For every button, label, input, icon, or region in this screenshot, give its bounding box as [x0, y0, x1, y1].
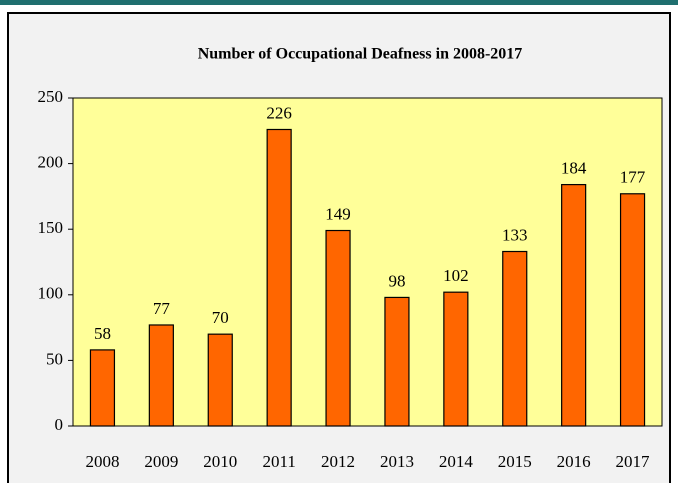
y-tick-label: 250 [38, 87, 64, 106]
bar [443, 291, 469, 427]
value-label: 184 [561, 158, 587, 177]
value-label: 133 [502, 225, 528, 244]
top-band [0, 0, 678, 5]
value-label: 77 [153, 299, 171, 318]
y-tick-label: 100 [38, 284, 64, 303]
bar [89, 349, 116, 427]
bar [502, 250, 528, 427]
value-label: 58 [94, 324, 111, 343]
bar [148, 324, 174, 427]
x-tick-label: 2014 [439, 452, 474, 471]
value-label: 102 [443, 266, 469, 285]
x-tick-label: 2010 [203, 452, 237, 471]
bar [619, 193, 646, 427]
x-tick-label: 2008 [85, 452, 119, 471]
x-tick-label: 2011 [262, 452, 295, 471]
x-tick-label: 2016 [557, 452, 591, 471]
value-label: 226 [266, 103, 292, 122]
y-tick-label: 150 [38, 218, 64, 237]
value-label: 70 [212, 308, 229, 327]
value-label: 177 [620, 168, 646, 187]
bar [384, 296, 410, 427]
y-tick-label: 0 [55, 415, 64, 434]
bar [325, 229, 351, 427]
x-tick-label: 2015 [498, 452, 532, 471]
chart-title: Number of Occupational Deafness in 2008-… [198, 46, 523, 63]
x-tick-label: 2017 [616, 452, 651, 471]
value-label: 149 [325, 204, 351, 223]
y-tick-label: 50 [46, 349, 63, 368]
x-tick-label: 2013 [380, 452, 414, 471]
bar [207, 333, 233, 427]
x-tick-label: 2009 [144, 452, 178, 471]
y-tick-label: 200 [38, 153, 64, 172]
value-label: 98 [388, 271, 405, 290]
bar [266, 128, 292, 427]
bar [561, 183, 587, 427]
x-tick-label: 2012 [321, 452, 355, 471]
